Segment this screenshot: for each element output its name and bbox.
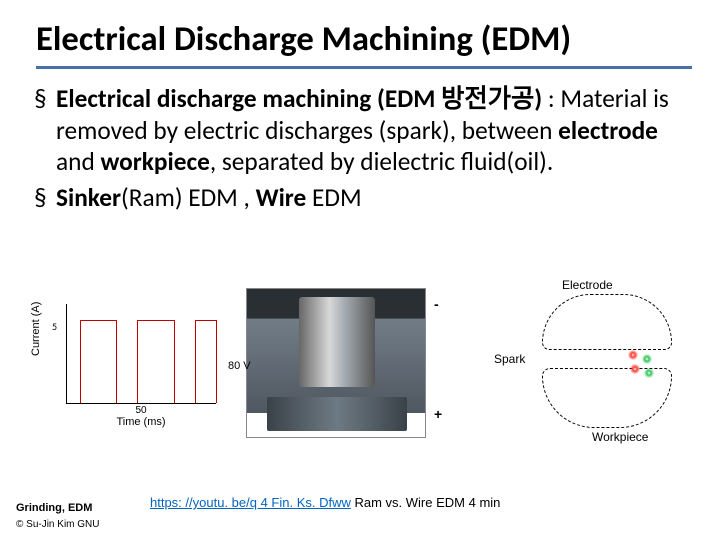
polarity-minus: - [434,296,439,312]
chart-axes [66,304,216,404]
edm-diagram: Electrode Spark Workpiece [452,280,692,450]
workpiece-shape [542,368,672,428]
current-time-chart: Current (A) 5 50 Time (ms) [36,298,226,438]
x-axis-label-wrap: 50 Time (ms) [66,406,216,428]
footer-topic: Grinding, EDM [16,502,92,514]
pulse [80,320,118,403]
y-tick: 5 [52,320,57,333]
electrode-shape [542,294,672,350]
bullet-list: Electrical discharge machining (EDM 방전가공… [0,83,720,214]
bullet-item: Electrical discharge machining (EDM 방전가공… [56,83,684,178]
spark-dot [630,364,640,374]
polarity-plus: + [434,406,442,422]
spark-dot [628,350,638,360]
workpiece-label: Workpiece [592,430,648,444]
title-rule [36,66,692,69]
bullet-item: Sinker(Ram) EDM , Wire EDM [56,182,684,214]
spark-dot [642,354,652,364]
y-axis-label: Current (A) [30,302,42,356]
video-link-row: https: //youtu. be/q 4 Fin. Ks. Dfww Ram… [150,495,692,510]
pulse [195,320,218,403]
edm-machine-photo [246,288,426,438]
figure-row: Current (A) 5 50 Time (ms) - 80 V + Elec… [36,288,692,458]
spark-label: Spark [494,352,525,366]
page-title: Electrical Discharge Machining (EDM) [0,0,720,66]
x-axis-label: Time (ms) [116,416,165,428]
voltage-label: 80 V [228,360,251,372]
electrode-label: Electrode [562,278,613,292]
spark-dot [644,368,654,378]
pulse [137,320,175,403]
copyright: © Su-Jin Kim GNU [16,519,100,530]
x-tick: 50 [66,406,216,416]
video-link[interactable]: https: //youtu. be/q 4 Fin. Ks. Dfww [150,495,351,510]
link-tail: Ram vs. Wire EDM 4 min [351,495,501,510]
